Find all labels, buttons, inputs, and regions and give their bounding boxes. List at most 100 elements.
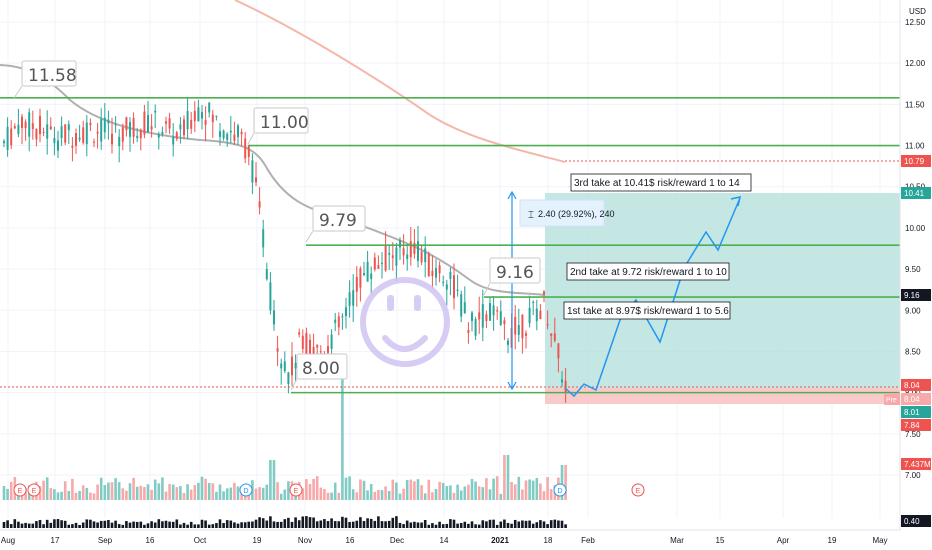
candle-body — [39, 115, 41, 135]
volume-bar — [42, 480, 45, 500]
time-tick: May — [872, 536, 887, 545]
event-marker[interactable] — [631, 483, 645, 497]
indicator-bar — [323, 519, 326, 528]
indicator-bar — [125, 521, 128, 528]
price-tag — [901, 406, 931, 418]
indicator-bar — [35, 521, 38, 528]
volume-bar — [355, 492, 359, 500]
time-axis[interactable] — [0, 530, 900, 550]
volume-bar — [85, 487, 89, 500]
volume-bar — [434, 488, 438, 500]
volume-bar — [53, 489, 56, 500]
time-tick: Dec — [390, 536, 404, 545]
time-tick: Feb — [581, 536, 595, 545]
indicator-bar — [236, 523, 240, 528]
indicator-bar — [344, 517, 348, 528]
indicator-bar — [301, 516, 305, 528]
indicator-bar — [204, 520, 207, 528]
annotation-1st-take[interactable]: 1st take at 8.97$ risk/reward 1 to 5.6 — [563, 301, 731, 320]
indicator-bar — [326, 521, 330, 528]
indicator-bar — [9, 524, 13, 528]
indicator-bar — [182, 522, 186, 528]
indicator-bar — [485, 521, 488, 528]
indicator-bar — [189, 521, 193, 528]
volume-bar — [539, 483, 542, 500]
candle-body — [532, 301, 535, 303]
level-label-11-00[interactable]: 11.00 — [247, 107, 309, 145]
volume-bar — [204, 478, 207, 500]
volume-bar — [373, 491, 377, 500]
indicator-bar — [17, 521, 20, 528]
candle-body — [215, 115, 218, 117]
volume-bar — [506, 455, 510, 500]
measure-label: 2.40 (29.92%), 240 — [538, 209, 615, 219]
volume-bar — [481, 487, 485, 500]
price-tag-text: 9.16 — [904, 291, 920, 300]
price-tag-text: 10.79 — [904, 157, 925, 166]
candle-body — [442, 281, 445, 283]
indicator-bar — [74, 522, 78, 528]
volume-bar — [92, 493, 96, 500]
indicator-bar — [110, 522, 114, 528]
level-label-9-79[interactable]: 9.79 — [305, 205, 366, 243]
event-marker[interactable] — [239, 483, 253, 497]
indicator-bar — [423, 520, 427, 528]
indicator-bar — [308, 517, 312, 528]
candle-body — [244, 138, 247, 159]
indicator-bar — [63, 520, 67, 528]
price-tag-text: 7.84 — [904, 421, 920, 430]
candle-body — [31, 123, 34, 129]
volume-bar — [128, 483, 132, 500]
indicator-bar — [27, 523, 31, 528]
level-label-9-16[interactable]: 9.16 — [483, 257, 541, 296]
volume-bar — [492, 478, 495, 500]
price-tag-prefix — [884, 393, 900, 405]
volume-bar — [485, 478, 488, 500]
annotation-3rd-take[interactable]: 3rd take at 10.41$ risk/reward 1 to 14 — [570, 173, 752, 192]
volume-bar — [427, 479, 431, 500]
candle-body — [103, 117, 106, 133]
event-marker[interactable] — [289, 483, 303, 497]
candle-body — [467, 330, 470, 333]
volume-bar — [135, 486, 139, 500]
indicator-bar — [81, 522, 85, 528]
level-label-11-58[interactable]: 11.58 — [13, 60, 77, 99]
volume-bar — [380, 490, 384, 500]
event-marker[interactable] — [27, 483, 41, 497]
candle-body — [312, 347, 315, 355]
event-marker[interactable] — [553, 483, 567, 497]
level-label-8-00[interactable]: 8.00 — [290, 353, 348, 391]
candle-body — [539, 310, 542, 320]
event-marker[interactable] — [13, 483, 27, 497]
candle-body — [129, 122, 131, 137]
indicator-bar — [463, 521, 467, 528]
indicator-bar — [247, 521, 251, 528]
volume-bar — [254, 488, 258, 500]
volume-bar — [409, 479, 413, 500]
candle-body — [251, 160, 254, 183]
price-tag — [901, 379, 931, 391]
candle-body — [118, 136, 121, 147]
candle-body — [17, 124, 20, 134]
time-tick: 19 — [828, 536, 837, 545]
candle-body — [165, 121, 167, 124]
event-marker-label: D — [243, 488, 248, 495]
volume-bar — [279, 493, 283, 500]
volume-bar — [319, 487, 323, 500]
candle-body — [431, 270, 434, 277]
volume-bar — [510, 481, 513, 500]
annotation-2nd-take[interactable]: 2nd take at 9.72 risk/reward 1 to 10 — [566, 262, 730, 281]
indicator-bar — [150, 521, 153, 528]
candle-body — [449, 271, 452, 280]
indicator-bar — [103, 520, 107, 528]
candle-body — [147, 115, 149, 133]
candle-body — [543, 291, 545, 295]
indicator-bar — [395, 516, 398, 528]
indicator-bar — [366, 518, 369, 528]
candle-body — [247, 145, 250, 157]
indicator-bar — [445, 523, 449, 528]
candle-body — [345, 307, 347, 317]
volume-bar — [211, 483, 215, 500]
